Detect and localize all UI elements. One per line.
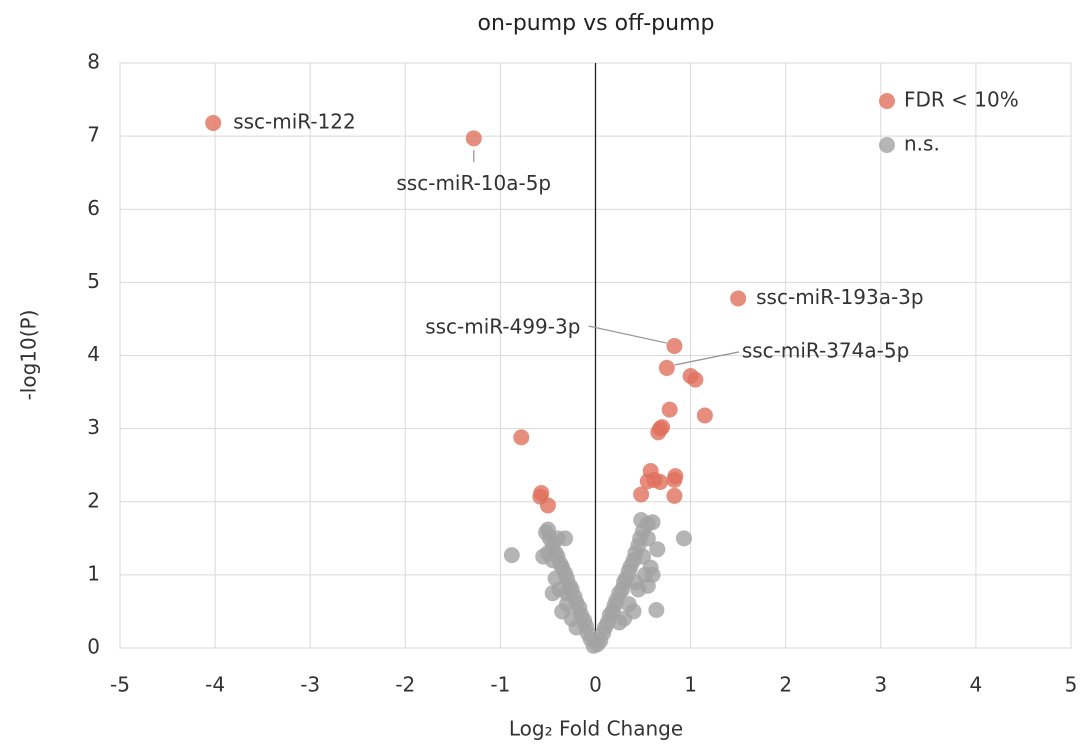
point: [730, 290, 747, 307]
point-label: ssc-miR-10a-5p: [396, 171, 551, 195]
point: [513, 429, 530, 446]
point: [666, 471, 683, 488]
x-tick-label: -4: [205, 673, 225, 697]
point-label: ssc-miR-122: [233, 109, 356, 133]
x-tick-label: 4: [970, 673, 983, 697]
point: [650, 424, 667, 441]
y-tick-label: 1: [87, 561, 100, 585]
x-tick-label: -2: [395, 673, 415, 697]
point: [205, 114, 222, 131]
leader-line: [674, 351, 739, 366]
y-tick-label: 2: [87, 488, 100, 512]
point: [544, 552, 561, 569]
point: [652, 474, 669, 491]
point: [658, 359, 675, 376]
point: [544, 585, 561, 602]
x-tick-label: -3: [300, 673, 320, 697]
x-axis-label: Log₂ Fold Change: [509, 717, 683, 741]
legend-marker: [879, 137, 895, 153]
point: [675, 530, 692, 547]
legend-marker: [879, 93, 895, 109]
point: [465, 130, 482, 147]
y-tick-label: 6: [87, 196, 100, 220]
x-tick-label: -5: [110, 673, 130, 697]
y-tick-label: 7: [87, 123, 100, 147]
y-tick-label: 4: [87, 342, 100, 366]
point: [568, 619, 585, 636]
point: [639, 530, 656, 547]
leader-line: [588, 325, 667, 344]
point: [633, 486, 650, 503]
point: [644, 514, 661, 531]
point-label: ssc-miR-499-3p: [425, 314, 580, 338]
point: [687, 371, 704, 388]
y-axis-label: -log10(P): [17, 310, 41, 401]
point: [554, 603, 571, 620]
x-tick-label: 1: [684, 673, 697, 697]
point: [547, 570, 564, 587]
point: [616, 610, 633, 627]
point: [666, 487, 683, 504]
x-tick-label: 3: [874, 673, 887, 697]
y-tick-label: 8: [87, 50, 100, 74]
y-tick-label: 0: [87, 635, 100, 659]
y-tick-label: 3: [87, 415, 100, 439]
point: [648, 601, 665, 618]
x-tick-label: 0: [589, 673, 602, 697]
point: [696, 407, 713, 424]
legend-label: FDR < 10%: [904, 88, 1019, 112]
point: [557, 530, 574, 547]
point: [503, 547, 520, 564]
point: [627, 574, 644, 591]
point: [649, 541, 666, 558]
point-label: ssc-miR-374a-5p: [742, 338, 909, 362]
legend-label: n.s.: [904, 132, 940, 156]
point: [639, 577, 656, 594]
y-tick-label: 5: [87, 269, 100, 293]
point: [661, 401, 678, 418]
point: [666, 337, 683, 354]
point: [539, 497, 556, 514]
point-label: ssc-miR-193a-3p: [756, 285, 923, 309]
x-tick-label: 5: [1065, 673, 1078, 697]
x-tick-label: -1: [490, 673, 510, 697]
x-tick-label: 2: [779, 673, 792, 697]
chart-title: on-pump vs off-pump: [478, 11, 715, 36]
point: [558, 585, 575, 602]
point: [635, 548, 652, 565]
